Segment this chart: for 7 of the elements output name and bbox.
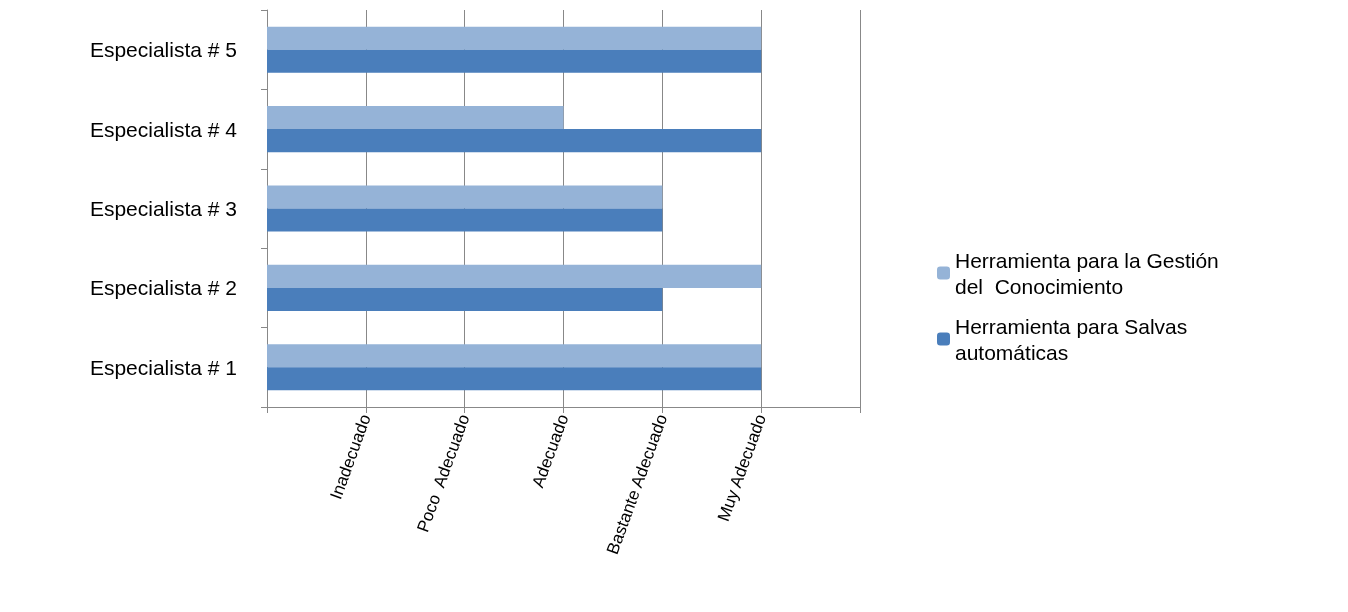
y-tick-label: Especialista # 1 [89,355,237,379]
legend-label: Herramienta para Salvas automáticas [955,314,1194,364]
y-tick-label: Especialista # 2 [89,276,237,300]
y-tick-label: Especialista # 3 [89,197,237,220]
legend-label: Herramienta para la Gestión del Conocimiento [955,248,1225,298]
y-tick-label: Especialista # 4 [89,117,238,141]
y-tick-label: Especialista # 5 [89,38,237,62]
